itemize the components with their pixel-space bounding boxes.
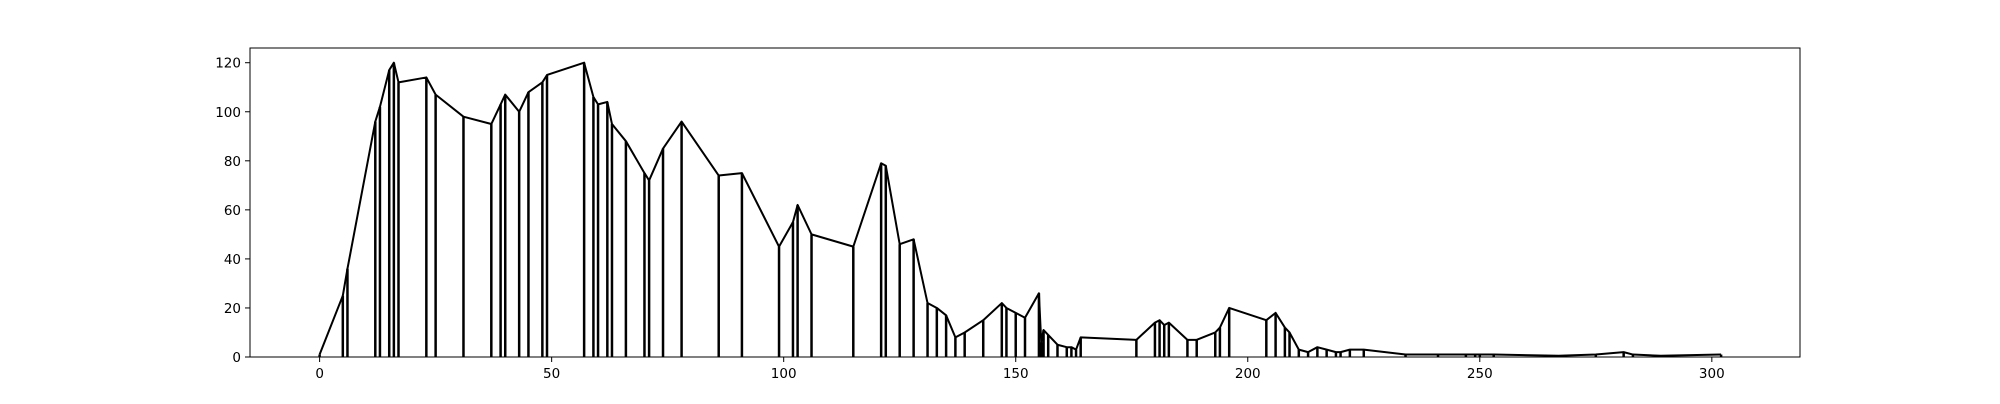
y-tick-label: 40 (224, 252, 241, 268)
x-tick-label: 0 (315, 366, 324, 382)
x-tick-label: 300 (1699, 366, 1725, 382)
x-tick-label: 200 (1235, 366, 1261, 382)
x-tick-label: 250 (1467, 366, 1493, 382)
y-tick-label: 100 (215, 105, 241, 121)
y-tick-label: 120 (215, 56, 241, 72)
x-axis: 0 50 100 150 200 250 300 (315, 357, 1725, 382)
y-tick-label: 80 (224, 154, 241, 170)
x-tick-label: 100 (771, 366, 797, 382)
y-tick-label: 60 (224, 203, 241, 219)
series-line-0 (318, 61, 1722, 357)
x-tick-label: 150 (1003, 366, 1029, 382)
x-tick-label: 50 (543, 366, 560, 382)
y-tick-label: 0 (232, 350, 241, 366)
plot-frame (249, 47, 1801, 358)
y-tick-label: 20 (224, 301, 241, 317)
series-line-layer (318, 61, 1722, 357)
y-axis: 0 20 40 60 80 100 120 (215, 56, 250, 366)
drop-lines-layer (318, 62, 1723, 357)
